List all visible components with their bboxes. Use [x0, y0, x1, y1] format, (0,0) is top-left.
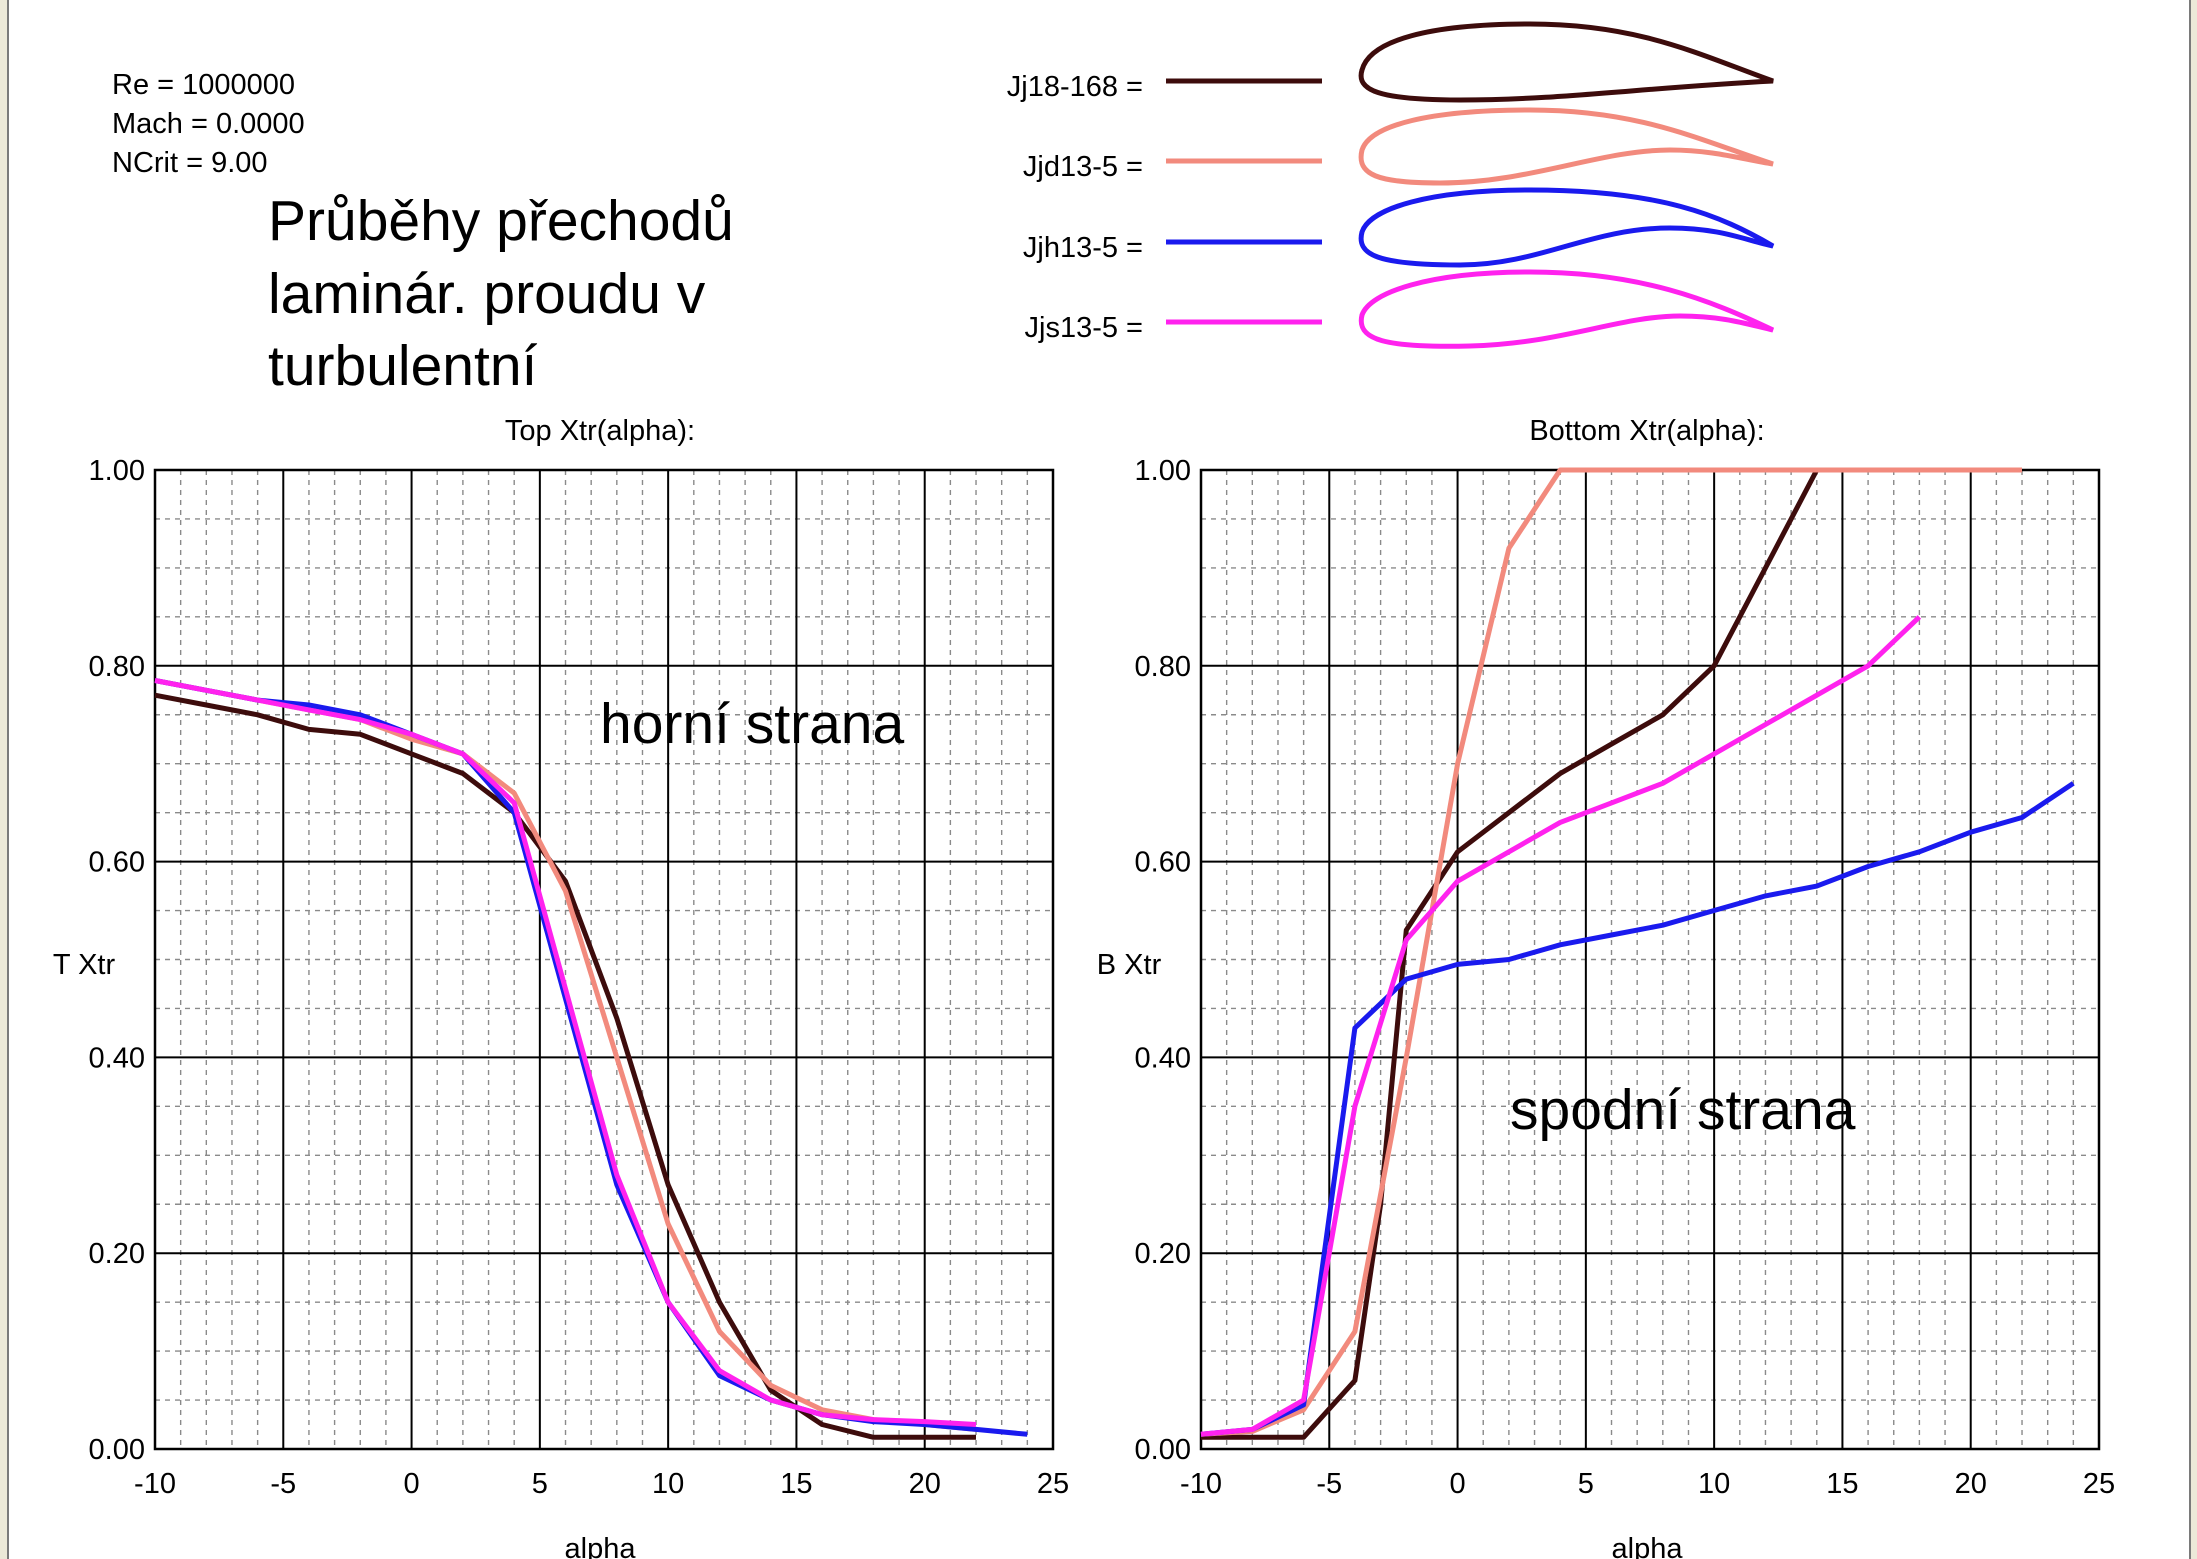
mach-number-label: Mach = 0.0000 — [112, 108, 305, 140]
annotation-top-side: horní strana — [600, 692, 904, 756]
reynolds-number-label: Re = 1000000 — [112, 69, 295, 101]
series-line-jj18-168 — [154, 692, 976, 1440]
heading-line-3: turbulentní — [268, 334, 538, 398]
x-tick-label: -5 — [1316, 1468, 1342, 1500]
x-tick-label: 15 — [1826, 1468, 1858, 1500]
x-tick-label: 0 — [1450, 1468, 1466, 1500]
legend: Jj18-168 = Jjd13-5 = Jjh13-5 = Jjs13-5 = — [1007, 21, 1775, 349]
chart-title: Bottom Xtr(alpha): — [1529, 415, 1764, 447]
data-series — [154, 678, 1028, 1440]
window-right-border — [2189, 0, 2197, 1559]
y-tick-label: 1.00 — [1135, 455, 1191, 487]
y-tick-label: 0.80 — [89, 651, 145, 683]
bottom-xtr-chart: Bottom Xtr(alpha): 0.00 0.20 0.40 0.60 0.80 1… — [1097, 415, 2115, 1559]
y-axis-label: T Xtr — [53, 949, 116, 981]
y-tick-label: 1.00 — [89, 455, 145, 487]
legend-label-jjs13-5: Jjs13-5 = — [1025, 312, 1143, 344]
heading-line-2: laminár. proudu v — [268, 262, 706, 326]
y-tick-labels: 0.00 0.20 0.40 0.60 0.80 1.00 — [89, 455, 145, 1466]
x-tick-labels: -10 -5 0 5 10 15 20 25 — [134, 1468, 1069, 1500]
legend-label-jjd13-5: Jjd13-5 = — [1023, 151, 1143, 183]
x-tick-label: 10 — [1698, 1468, 1730, 1500]
chart-title: Top Xtr(alpha): — [505, 415, 695, 447]
y-tick-labels: 0.00 0.20 0.40 0.60 0.80 1.00 — [1135, 455, 1191, 1466]
x-tick-label: 20 — [909, 1468, 941, 1500]
y-tick-label: 0.60 — [89, 847, 145, 879]
airfoil-jjd13-5-icon — [1358, 107, 1774, 186]
y-tick-label: 0.20 — [1135, 1238, 1191, 1270]
y-tick-label: 0.40 — [1135, 1042, 1191, 1074]
x-tick-label: 5 — [1578, 1468, 1594, 1500]
x-tick-label: 0 — [404, 1468, 420, 1500]
grid — [1199, 468, 2101, 1451]
parameters-block: Re = 1000000 Mach = 0.0000 NCrit = 9.00 — [112, 69, 305, 179]
airfoil-jj18-168-icon — [1358, 21, 1774, 103]
plot-frame — [153, 468, 1055, 1451]
x-tick-label: 15 — [780, 1468, 812, 1500]
x-tick-label: 20 — [1955, 1468, 1987, 1500]
annotation-bottom-side: spodní strana — [1510, 1078, 1856, 1142]
x-tick-label: -10 — [134, 1468, 176, 1500]
x-tick-label: 25 — [1037, 1468, 1069, 1500]
data-series — [1200, 467, 2075, 1440]
ncrit-label: NCrit = 9.00 — [112, 147, 268, 179]
series-line-jjs13-5 — [154, 678, 977, 1427]
x-axis-label: alpha — [565, 1533, 637, 1559]
x-tick-label: -10 — [1180, 1468, 1222, 1500]
series-line-jjh13-5 — [1200, 781, 2075, 1437]
legend-label-jjh13-5: Jjh13-5 = — [1023, 232, 1143, 264]
legend-label-jj18-168: Jj18-168 = — [1007, 71, 1143, 103]
x-tick-labels: -10 -5 0 5 10 15 20 25 — [1180, 1468, 2115, 1500]
x-tick-label: 10 — [652, 1468, 684, 1500]
y-tick-label: 0.80 — [1135, 651, 1191, 683]
series-line-jjd13-5 — [1200, 467, 2022, 1437]
y-axis-label: B Xtr — [1097, 949, 1162, 981]
y-tick-label: 0.40 — [89, 1042, 145, 1074]
grid — [153, 468, 1055, 1451]
x-tick-label: -5 — [270, 1468, 296, 1500]
top-xtr-chart: Top Xtr(alpha): 0.00 0.20 0.40 0.60 0.80 1.00… — [53, 415, 1069, 1559]
x-tick-label: 5 — [532, 1468, 548, 1500]
y-tick-label: 0.00 — [1135, 1434, 1191, 1466]
y-tick-label: 0.60 — [1135, 847, 1191, 879]
series-line-jjs13-5 — [1200, 615, 1922, 1437]
airfoil-jjs13-5-icon — [1358, 269, 1775, 349]
heading-line-1: Průběhy přechodů — [268, 189, 734, 253]
x-axis-label: alpha — [1612, 1533, 1684, 1559]
heading-block: Průběhy přechodů laminár. proudu v turbu… — [268, 189, 734, 398]
series-line-jj18-168 — [1201, 468, 1820, 1440]
window-left-border — [0, 0, 9, 1559]
x-tick-label: 25 — [2083, 1468, 2115, 1500]
airfoil-jjh13-5-icon — [1358, 187, 1775, 268]
y-tick-label: 0.00 — [89, 1434, 145, 1466]
y-tick-label: 0.20 — [89, 1238, 145, 1270]
